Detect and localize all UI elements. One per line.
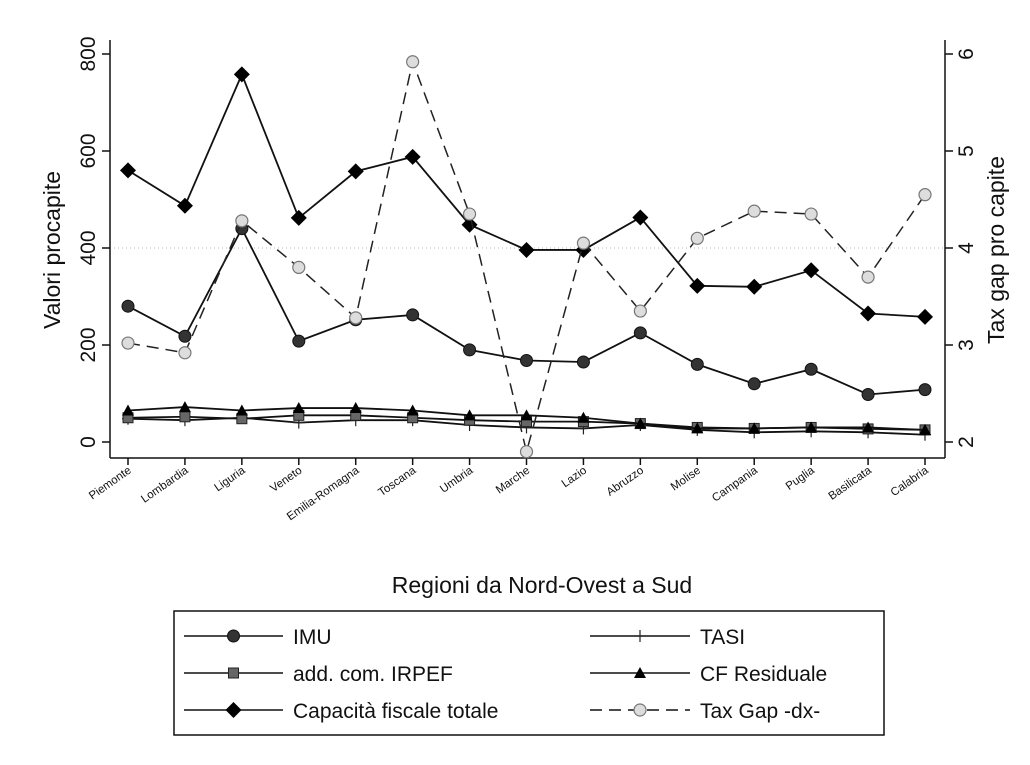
legend-label: CF Residuale bbox=[700, 663, 827, 686]
data-point bbox=[235, 214, 249, 228]
data-point bbox=[349, 311, 363, 325]
data-point bbox=[463, 409, 476, 421]
legend-swatch-marker bbox=[634, 630, 646, 642]
data-point bbox=[406, 308, 420, 322]
data-point bbox=[690, 231, 704, 245]
legend-label: Tax Gap -dx- bbox=[700, 700, 820, 723]
data-point bbox=[691, 422, 704, 434]
data-point bbox=[292, 260, 306, 274]
series-tax-gap-dx- bbox=[121, 55, 932, 459]
legend-entry: TASI bbox=[590, 626, 745, 649]
data-point bbox=[747, 204, 761, 218]
data-point bbox=[690, 357, 704, 371]
data-point bbox=[235, 404, 248, 416]
y-right-tick-label: 5 bbox=[955, 145, 978, 157]
data-point bbox=[349, 402, 362, 414]
data-point bbox=[919, 423, 931, 435]
data-point bbox=[803, 262, 820, 279]
legend-entry: CF Residuale bbox=[590, 663, 827, 686]
y-left-tick-label: 400 bbox=[77, 230, 100, 265]
data-point bbox=[860, 305, 877, 322]
legend-entry: Capacità fiscale totale bbox=[184, 700, 498, 723]
data-point bbox=[632, 209, 649, 226]
legend-swatch-marker bbox=[225, 702, 242, 718]
legend-swatch-marker bbox=[633, 703, 647, 717]
legend: IMU TASI add. com. IRPEF CF Residuale Capaci… bbox=[173, 610, 885, 736]
data-point bbox=[862, 421, 875, 433]
data-point bbox=[804, 362, 818, 376]
legend-swatch-marker bbox=[634, 667, 646, 678]
y-left-tick-label: 600 bbox=[77, 133, 100, 168]
data-point bbox=[292, 402, 305, 414]
data-point bbox=[861, 387, 875, 401]
data-point bbox=[178, 329, 192, 343]
data-point bbox=[634, 417, 647, 429]
data-point bbox=[918, 188, 932, 202]
data-point bbox=[406, 404, 419, 416]
data-point bbox=[122, 404, 134, 416]
data-point bbox=[176, 197, 193, 214]
legend-label: add. com. IRPEF bbox=[293, 663, 453, 686]
y-left-tick-label: 200 bbox=[77, 327, 100, 362]
data-point bbox=[121, 299, 135, 313]
data-point bbox=[746, 278, 763, 295]
data-point bbox=[406, 55, 420, 69]
y-left-tick-label: 800 bbox=[77, 36, 100, 71]
data-point bbox=[121, 336, 135, 350]
legend-entry: IMU bbox=[184, 626, 332, 649]
data-point bbox=[917, 308, 933, 325]
legend-entry: Tax Gap -dx- bbox=[590, 700, 820, 723]
data-point bbox=[520, 354, 533, 368]
legend-box bbox=[173, 610, 885, 736]
data-point bbox=[461, 216, 478, 233]
data-point bbox=[290, 209, 307, 226]
data-point bbox=[178, 401, 191, 413]
data-point bbox=[576, 236, 591, 250]
data-point bbox=[518, 241, 535, 258]
data-point bbox=[519, 445, 534, 459]
data-point bbox=[233, 66, 250, 83]
data-point bbox=[805, 421, 818, 433]
series-layer bbox=[120, 55, 933, 459]
data-point bbox=[179, 411, 191, 423]
data-point bbox=[804, 207, 818, 221]
x-axis-title: Regioni da Nord-Ovest a Sud bbox=[392, 572, 692, 598]
data-point bbox=[918, 383, 932, 397]
y-left-tick-label: 0 bbox=[77, 436, 100, 448]
data-point bbox=[347, 163, 364, 180]
data-point bbox=[520, 409, 533, 421]
data-point bbox=[462, 207, 477, 221]
y-right-tick-label: 4 bbox=[955, 242, 978, 254]
data-point bbox=[748, 422, 761, 434]
y-axis-right-title: Tax gap pro capite bbox=[983, 156, 1009, 344]
series-imu bbox=[121, 222, 932, 401]
legend-label: Capacità fiscale totale bbox=[293, 700, 498, 723]
data-point bbox=[747, 377, 761, 391]
series-cf-residuale bbox=[122, 401, 931, 435]
data-point bbox=[404, 148, 421, 165]
data-point bbox=[577, 411, 590, 423]
legend-entry: add. com. IRPEF bbox=[184, 663, 453, 686]
legend-swatch-marker bbox=[227, 629, 240, 643]
legend-label: IMU bbox=[293, 626, 332, 649]
data-point bbox=[178, 346, 192, 360]
y-right-tick-label: 3 bbox=[955, 339, 978, 351]
data-point bbox=[120, 162, 136, 179]
data-point bbox=[576, 355, 590, 369]
legend-label: TASI bbox=[700, 626, 745, 649]
y-axis-left-title: Valori procapite bbox=[39, 171, 65, 329]
data-point bbox=[292, 334, 306, 348]
data-point bbox=[463, 343, 477, 357]
data-point bbox=[633, 304, 647, 318]
data-point bbox=[633, 326, 647, 340]
series-capacit-fiscale-totale bbox=[120, 66, 933, 325]
legend-swatch-marker bbox=[228, 667, 239, 679]
y-right-tick-label: 6 bbox=[955, 48, 978, 60]
y-right-tick-label: 2 bbox=[955, 436, 978, 448]
data-point bbox=[689, 277, 706, 294]
data-point bbox=[861, 270, 875, 284]
